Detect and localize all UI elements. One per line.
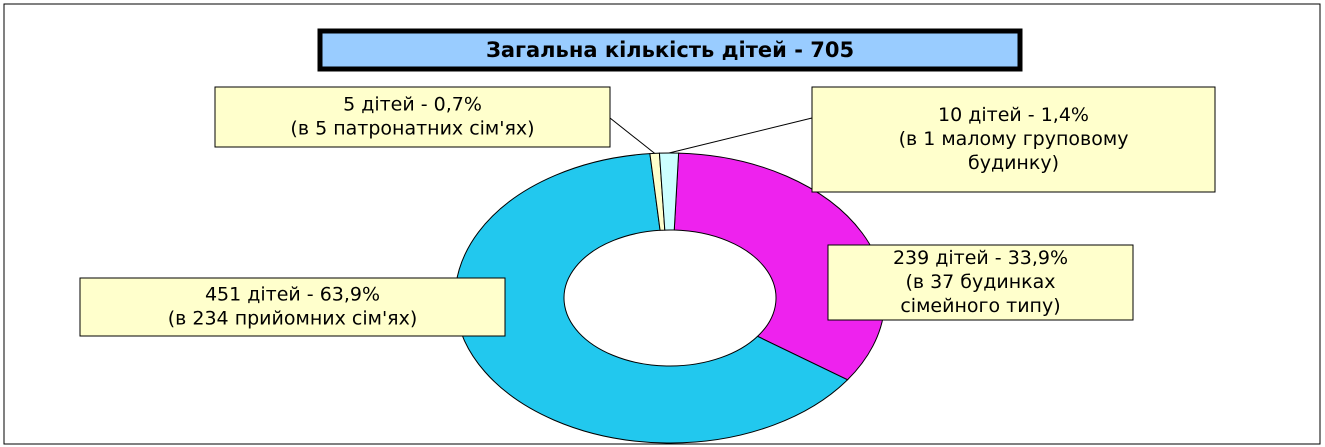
data-label: 5 дітей - 0,7% — [343, 94, 482, 116]
chart-title: Загальна кількість дітей - 705 — [486, 38, 854, 62]
data-label: (в 1 малому груповому — [899, 128, 1129, 150]
slice — [673, 152, 886, 381]
data-label: (в 5 патронатних сім'ях) — [290, 118, 534, 140]
label-box — [827, 244, 1134, 321]
data-label: 451 дітей - 63,9% — [205, 284, 380, 306]
label-box — [79, 277, 506, 337]
data-label: (в 234 прийомних сім'ях) — [168, 308, 418, 330]
leader-line — [668, 117, 813, 154]
leader-line — [609, 117, 655, 154]
slice — [454, 153, 849, 444]
data-label: (в 37 будинках — [905, 271, 1055, 293]
label-box — [811, 86, 1216, 193]
title-box — [317, 28, 1023, 72]
data-label: 239 дітей - 33,9% — [893, 247, 1068, 269]
label-box — [214, 86, 611, 148]
data-label: 10 дітей - 1,4% — [938, 104, 1089, 126]
slice — [658, 152, 680, 231]
data-label: будинку) — [968, 152, 1059, 174]
data-label: сімейного типу) — [900, 295, 1060, 317]
